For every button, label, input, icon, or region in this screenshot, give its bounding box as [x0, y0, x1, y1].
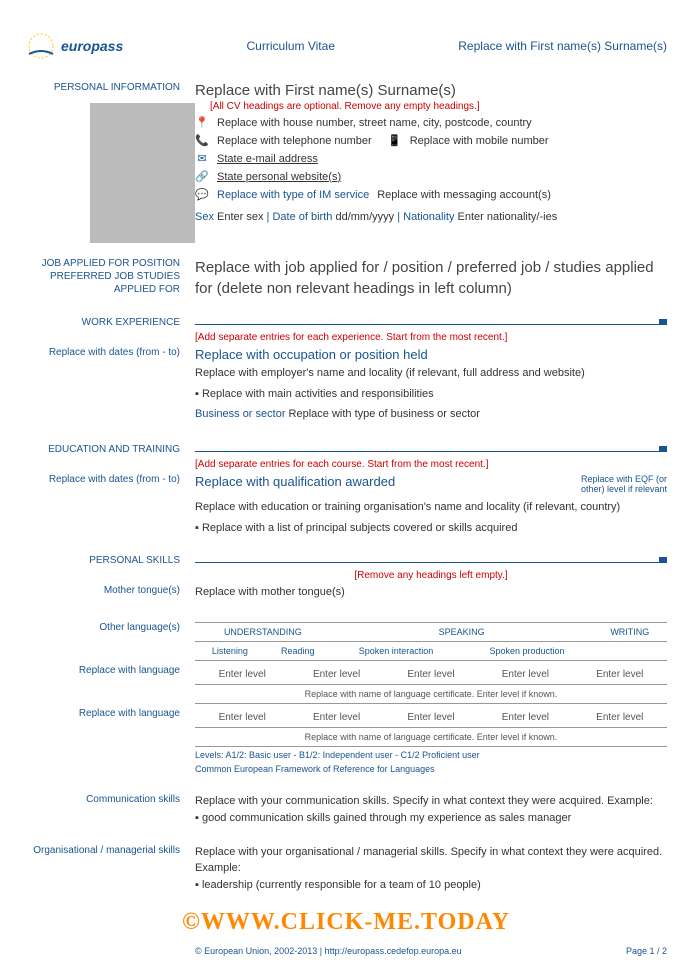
im-row: 💬 Replace with type of IM service Replac… — [195, 188, 667, 201]
phone-row: 📞 Replace with telephone number 📱 Replac… — [195, 134, 667, 147]
eqf-note: Replace with EQF (or other) level if rel… — [567, 474, 667, 494]
level-cell: Enter level — [195, 665, 289, 685]
watermark: ©WWW.CLICK-ME.TODAY — [25, 909, 667, 936]
nat-label: Nationality — [403, 211, 457, 223]
cert-cell: Replace with name of language certificat… — [195, 727, 667, 746]
section-bar — [195, 319, 667, 325]
level-cell: Enter level — [478, 708, 572, 728]
edu-note: [Add separate entries for each course. S… — [195, 459, 667, 470]
th-understanding: UNDERSTANDING — [195, 622, 331, 641]
im-account: Replace with messaging account(s) — [377, 189, 551, 201]
work-section-label: WORK EXPERIENCE — [25, 317, 195, 328]
levels-note1: Levels: A1/2: Basic user - B1/2: Indepen… — [195, 750, 667, 762]
footer-page: Page 1 / 2 — [626, 946, 667, 956]
comm-label: Communication skills — [25, 794, 195, 827]
footer: © European Union, 2002-2013 | http://eur… — [25, 941, 667, 956]
pin-icon: 📍 — [195, 116, 209, 129]
level-cell: Enter level — [289, 708, 383, 728]
demographics-row: Sex Enter sex | Date of birth dd/mm/yyyy… — [195, 211, 667, 223]
work-dates: Replace with dates (from - to) — [25, 347, 195, 362]
cert-cell: Replace with name of language certificat… — [195, 684, 667, 703]
skills-section-label: PERSONAL SKILLS — [25, 555, 195, 566]
im-type: Replace with type of IM service — [217, 189, 369, 201]
document-header: europass Curriculum Vitae Replace with F… — [25, 30, 667, 62]
email-row: ✉ State e-mail address — [195, 152, 667, 165]
job-heading: Replace with job applied for / position … — [195, 257, 667, 299]
org-label: Organisational / managerial skills — [25, 845, 195, 894]
dob-label: Date of birth — [272, 211, 335, 223]
level-cell: Enter level — [573, 708, 667, 728]
th-writing: WRITING — [593, 622, 667, 641]
level-cell: Enter level — [195, 708, 289, 728]
th-listening: Listening — [195, 641, 265, 660]
level-cell: Enter level — [573, 665, 667, 685]
other-lang-label: Other language(s) — [25, 622, 195, 661]
header-name: Replace with First name(s) Surname(s) — [458, 39, 667, 53]
phone-icon: 📞 — [195, 134, 209, 147]
dob-value: dd/mm/yyyy — [335, 211, 394, 223]
skills-empty-note: [Remove any headings left empty.] — [195, 570, 667, 581]
th-reading: Reading — [265, 641, 331, 660]
phone-text: Replace with telephone number — [217, 135, 372, 147]
th-speaking: SPEAKING — [331, 622, 593, 641]
work-activities: ▪ Replace with main activities and respo… — [195, 388, 667, 400]
stars-icon — [25, 30, 57, 62]
lang2-row: Enter levelEnter levelEnter levelEnter l… — [195, 708, 667, 747]
lang1-label: Replace with language — [25, 665, 195, 704]
level-cell: Enter level — [289, 665, 383, 685]
mother-tongue-label: Mother tongue(s) — [25, 585, 195, 603]
level-cell: Enter level — [384, 665, 478, 685]
header-title: Curriculum Vitae — [247, 39, 335, 53]
address-text: Replace with house number, street name, … — [217, 117, 532, 129]
europass-logo: europass — [25, 30, 123, 62]
level-cell: Enter level — [478, 665, 572, 685]
edu-subjects: ▪ Replace with a list of principal subje… — [195, 522, 667, 534]
mobile-text: Replace with mobile number — [410, 135, 549, 147]
chat-icon: 💬 — [195, 188, 209, 201]
th-spoken-prod: Spoken production — [461, 641, 592, 660]
footer-copyright: © European Union, 2002-2013 | http://eur… — [195, 946, 462, 956]
sector-value: Replace with type of business or sector — [289, 408, 480, 420]
edu-section-label: EDUCATION AND TRAINING — [25, 444, 195, 455]
language-table: UNDERSTANDING SPEAKING WRITING Listening… — [195, 622, 667, 661]
section-bar — [195, 446, 667, 452]
level-cell: Enter level — [384, 708, 478, 728]
photo-placeholder — [90, 103, 195, 243]
comm-text: Replace with your communication skills. … — [195, 794, 667, 809]
sector-label: Business or sector — [195, 408, 289, 420]
section-bar — [195, 557, 667, 563]
sex-value: Enter sex — [217, 211, 263, 223]
name-heading: Replace with First name(s) Surname(s) — [195, 82, 667, 99]
org-bullet: ▪ leadership (currently responsible for … — [195, 879, 667, 891]
work-position: Replace with occupation or position held — [195, 347, 667, 362]
address-row: 📍 Replace with house number, street name… — [195, 116, 667, 129]
job-section-label: JOB APPLIED FOR POSITION PREFERRED JOB S… — [25, 257, 195, 299]
org-text: Replace with your organisational / manag… — [195, 845, 667, 876]
lang2-label: Replace with language — [25, 708, 195, 776]
website-row: 🔗 State personal website(s) — [195, 170, 667, 183]
personal-section-label: PERSONAL INFORMATION — [25, 82, 195, 93]
edu-org: Replace with education or training organ… — [195, 500, 667, 515]
mobile-icon: 📱 — [388, 134, 402, 147]
mother-tongue-value: Replace with mother tongue(s) — [195, 585, 667, 600]
comm-bullet: ▪ good communication skills gained throu… — [195, 812, 667, 824]
th-spoken-int: Spoken interaction — [331, 641, 462, 660]
logo-text: europass — [61, 38, 123, 54]
email-text: State e-mail address — [217, 153, 318, 165]
optional-note: [All CV headings are optional. Remove an… — [195, 101, 667, 112]
sex-label: Sex — [195, 211, 217, 223]
website-icon: 🔗 — [195, 170, 209, 183]
website-text: State personal website(s) — [217, 171, 341, 183]
work-note: [Add separate entries for each experienc… — [195, 332, 667, 343]
nat-value: Enter nationality/-ies — [458, 211, 558, 223]
work-employer: Replace with employer's name and localit… — [195, 366, 667, 381]
edu-dates: Replace with dates (from - to) — [25, 474, 195, 494]
lang1-row: Enter levelEnter levelEnter levelEnter l… — [195, 665, 667, 704]
levels-note2: Common European Framework of Reference f… — [195, 764, 667, 776]
email-icon: ✉ — [195, 152, 209, 165]
edu-qualification: Replace with qualification awarded — [195, 474, 395, 489]
